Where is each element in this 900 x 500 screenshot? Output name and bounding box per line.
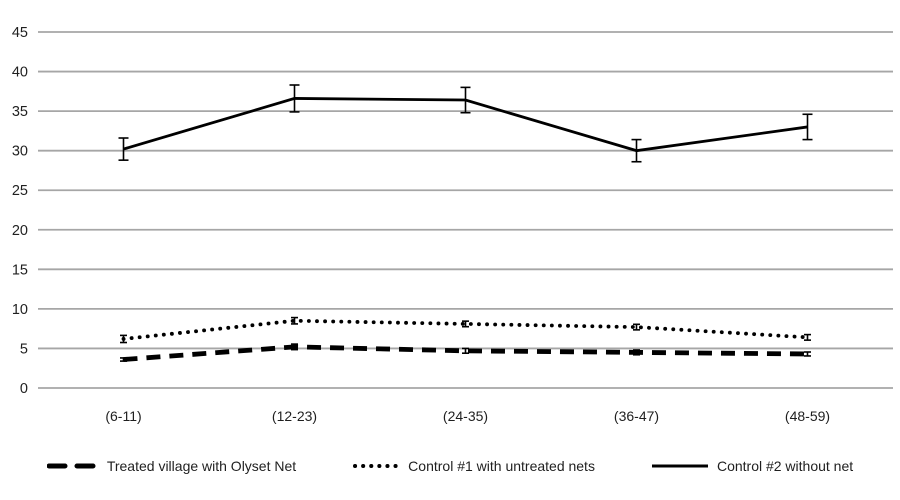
x-tick-label: (12-23) <box>272 408 317 424</box>
y-tick-label: 5 <box>20 341 28 357</box>
y-tick-label: 25 <box>12 183 28 199</box>
y-tick-label: 0 <box>20 381 28 397</box>
chart-legend: Treated village with Olyset Net Control … <box>0 438 900 494</box>
x-tick-label: (6-11) <box>105 408 141 424</box>
legend-label-control-2: Control #2 without net <box>716 458 854 474</box>
y-tick-label: 10 <box>12 302 28 318</box>
series-line-dotted <box>121 318 810 341</box>
y-tick-label: 35 <box>12 104 28 120</box>
legend-item-treated-village: Treated village with Olyset Net <box>46 458 297 474</box>
dotted-line-swatch <box>353 464 401 468</box>
y-tick-label: 45 <box>12 25 28 41</box>
x-tick-label: (24-35) <box>443 408 488 424</box>
legend-item-control-1: Control #1 with untreated nets <box>352 458 595 474</box>
legend-label-treated-village: Treated village with Olyset Net <box>106 458 297 474</box>
y-tick-label: 30 <box>12 144 28 160</box>
y-tick-label: 40 <box>12 65 28 81</box>
line-chart-plot: 0 5 10 15 20 25 30 35 40 45 (6-11) (12-23) (24-35) (3… <box>12 25 893 424</box>
x-tick-label: (36-47) <box>614 408 659 424</box>
legend-label-control-1: Control #1 with untreated nets <box>408 458 595 474</box>
x-tick-label: (48-59) <box>785 408 830 424</box>
solid-line-swatch <box>651 464 708 468</box>
dashed-line-swatch <box>46 463 99 469</box>
legend-item-control-2: Control #2 without net <box>651 458 853 474</box>
y-tick-label: 15 <box>12 262 28 278</box>
series-line-solid <box>123 97 808 153</box>
y-tick-label: 20 <box>12 223 28 239</box>
